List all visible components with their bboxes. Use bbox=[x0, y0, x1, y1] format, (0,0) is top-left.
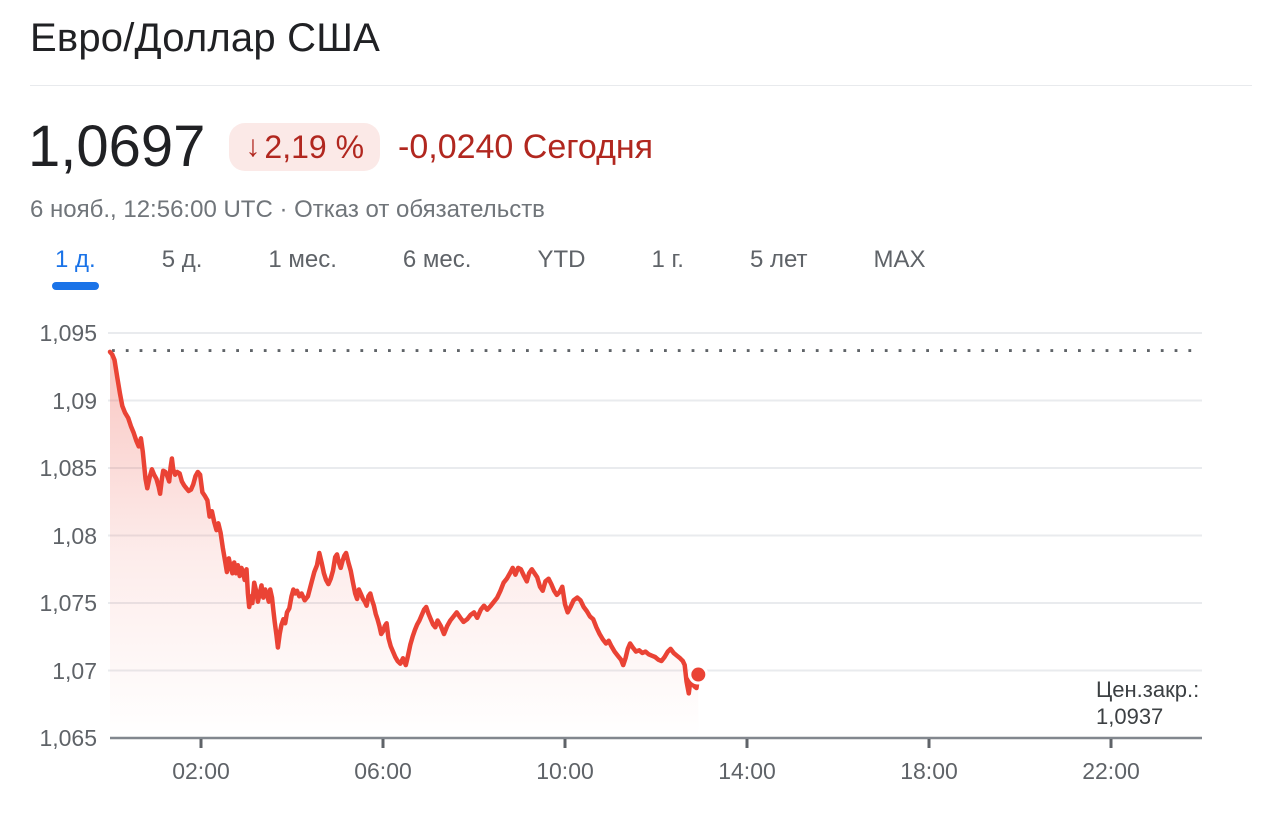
y-axis-label-1,095: 1,095 bbox=[39, 320, 97, 346]
tab-range-1[interactable]: 1 д. bbox=[52, 246, 99, 290]
tab-range-3[interactable]: 1 мес. bbox=[268, 246, 337, 273]
tab-range-5[interactable]: YTD bbox=[537, 246, 586, 273]
tab-range-2[interactable]: 5 д. bbox=[161, 246, 203, 273]
y-axis-label-1,07: 1,07 bbox=[52, 657, 97, 684]
time-range-tabs: 1 д. 5 д. 1 мес. 6 мес. YTD 1 г. 5 лет MAX bbox=[52, 246, 926, 290]
x-axis-label-14:00: 14:00 bbox=[718, 758, 776, 784]
previous-close-value: 1,0937 bbox=[1096, 704, 1164, 729]
last-price-dot bbox=[688, 664, 709, 685]
x-axis-label-10:00: 10:00 bbox=[536, 758, 594, 784]
tab-range-4[interactable]: 6 мес. bbox=[402, 246, 472, 273]
tab-range-7[interactable]: 5 лет bbox=[749, 246, 808, 273]
price-chart[interactable]: Цен.закр.: 1,0937 bbox=[0, 315, 1280, 795]
price-chart-canvas[interactable] bbox=[0, 315, 1280, 795]
x-axis-label-06:00: 06:00 bbox=[354, 758, 412, 784]
change-absolute-today: -0,0240 Сегодня bbox=[398, 127, 654, 166]
current-price: 1,0697 bbox=[28, 114, 206, 179]
header-divider bbox=[30, 85, 1252, 86]
tab-range-8[interactable]: MAX bbox=[873, 246, 926, 273]
y-axis-label-1,085: 1,085 bbox=[39, 455, 97, 481]
quote-timestamp-disclaimer: 6 нояб., 12:56:00 UTC · Отказ от обязате… bbox=[30, 196, 545, 223]
tab-range-6[interactable]: 1 г. bbox=[651, 246, 684, 273]
change-percent-badge: ↓ 2,19 % bbox=[229, 123, 381, 171]
previous-close-label: Цен.закр.: 1,0937 bbox=[1096, 676, 1199, 730]
page-title: Евро/Доллар США bbox=[30, 16, 380, 60]
arrow-down-icon: ↓ bbox=[245, 130, 261, 163]
y-axis-label-1,065: 1,065 bbox=[39, 725, 97, 751]
x-axis-label-18:00: 18:00 bbox=[900, 758, 958, 784]
x-axis-label-22:00: 22:00 bbox=[1082, 758, 1140, 784]
x-axis-label-02:00: 02:00 bbox=[172, 758, 230, 784]
y-axis-label-1,075: 1,075 bbox=[39, 590, 97, 616]
price-row: 1,0697 ↓ 2,19 % -0,0240 Сегодня bbox=[28, 116, 653, 178]
change-percent-value: 2,19 % bbox=[264, 128, 365, 165]
previous-close-caption: Цен.закр.: bbox=[1096, 677, 1200, 702]
y-axis-label-1,08: 1,08 bbox=[52, 522, 97, 549]
y-axis-label-1,09: 1,09 bbox=[52, 387, 97, 414]
